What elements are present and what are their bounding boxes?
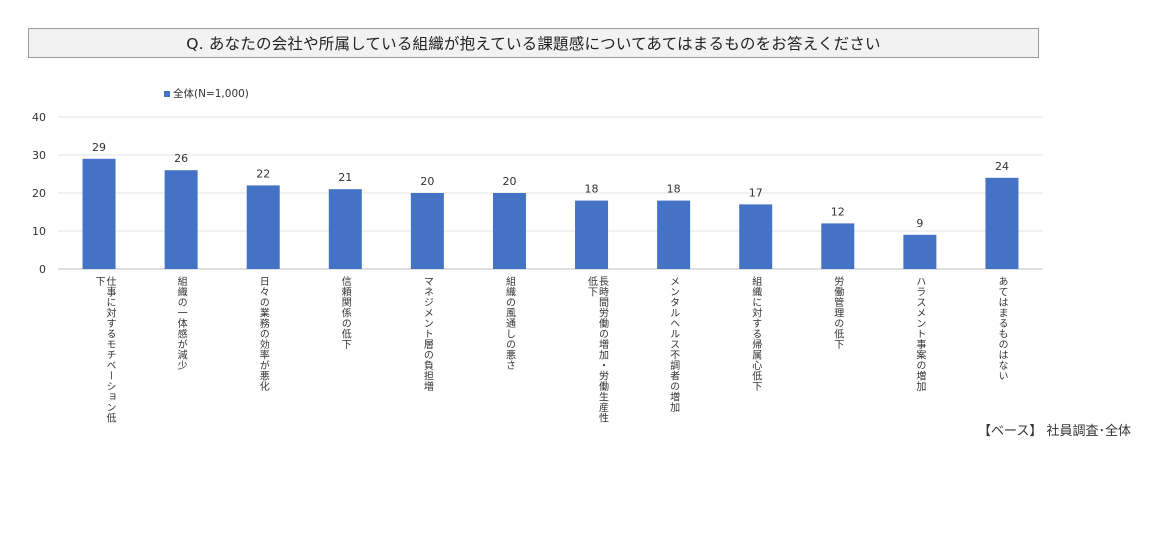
category-label: マネジメント層の負担増 bbox=[421, 276, 433, 392]
legend-label: 全体(N=1,000) bbox=[173, 88, 249, 100]
data-label: 12 bbox=[831, 205, 845, 218]
category-label: メンタルヘルス不調者の増加 bbox=[667, 276, 679, 413]
data-label: 24 bbox=[995, 160, 1009, 173]
y-tick-label: 10 bbox=[32, 225, 46, 238]
bar bbox=[492, 193, 526, 269]
data-label: 17 bbox=[749, 186, 763, 199]
y-tick-label: 20 bbox=[32, 187, 46, 200]
data-label: 26 bbox=[174, 152, 188, 165]
question-title-text: Q. あなたの会社や所属している組織が抱えている課題感についてあてはまるものをお… bbox=[186, 35, 881, 53]
bar bbox=[328, 189, 362, 269]
bar bbox=[821, 223, 855, 269]
category-label: 組織の風通しの悪さ bbox=[503, 276, 515, 371]
bar bbox=[739, 204, 773, 269]
data-label: 20 bbox=[420, 175, 434, 188]
bar bbox=[410, 193, 444, 269]
category-label: 日々の業務の効率が悪化 bbox=[257, 276, 269, 392]
category-label: 仕事に対するモチベーション低下 bbox=[93, 276, 116, 423]
question-title: Q. あなたの会社や所属している組織が抱えている課題感についてあてはまるものをお… bbox=[28, 28, 1039, 58]
bar bbox=[246, 185, 280, 269]
category-label: 組織の一体感が減少 bbox=[175, 276, 187, 371]
bar bbox=[903, 234, 937, 269]
data-label: 18 bbox=[667, 183, 681, 196]
data-label: 22 bbox=[256, 167, 270, 180]
legend-swatch bbox=[164, 90, 170, 97]
data-label: 20 bbox=[502, 175, 516, 188]
y-tick-label: 0 bbox=[39, 263, 46, 276]
bar bbox=[82, 158, 116, 269]
y-tick-label: 30 bbox=[32, 149, 46, 162]
data-label: 9 bbox=[916, 217, 923, 230]
y-tick-label: 40 bbox=[32, 111, 46, 124]
bar bbox=[985, 177, 1019, 269]
category-label: あてはまるものはない bbox=[995, 276, 1007, 381]
data-label: 29 bbox=[92, 141, 106, 154]
data-label: 21 bbox=[338, 171, 352, 184]
chart-legend: 全体(N=1,000) bbox=[164, 86, 249, 101]
category-label: 信頼関係の低下 bbox=[339, 276, 351, 350]
bar bbox=[575, 200, 609, 269]
category-label: 組織に対する帰属心低下 bbox=[749, 276, 761, 392]
category-label: ハラスメント事案の増加 bbox=[913, 276, 925, 392]
base-note: 【ベース】 社員調査･全体 bbox=[978, 424, 1131, 439]
category-label: 労働管理の低下 bbox=[831, 276, 843, 350]
bar bbox=[164, 170, 198, 269]
bar bbox=[657, 200, 691, 269]
category-label: 長時間労働の増加・労働生産性低下 bbox=[585, 276, 608, 423]
data-label: 18 bbox=[585, 183, 599, 196]
